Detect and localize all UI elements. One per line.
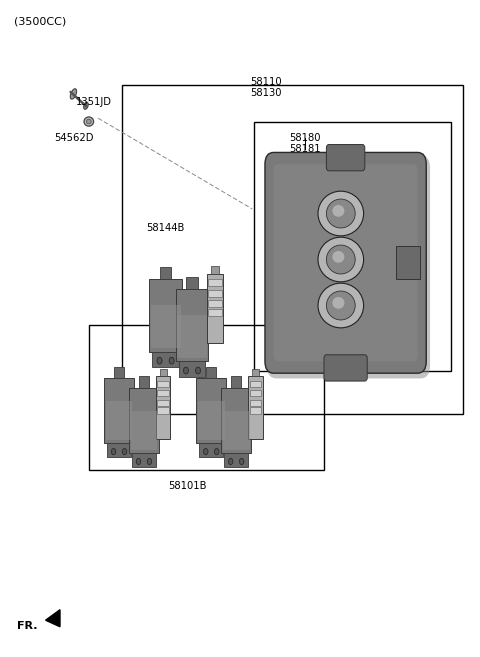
Ellipse shape (84, 117, 94, 126)
Circle shape (195, 367, 201, 374)
Bar (179, 361, 205, 376)
Ellipse shape (326, 291, 355, 320)
FancyBboxPatch shape (274, 164, 418, 361)
Bar (122, 85, 463, 414)
Circle shape (147, 459, 152, 464)
Bar (107, 443, 131, 457)
Circle shape (215, 449, 219, 455)
Ellipse shape (318, 283, 364, 328)
Bar (250, 381, 261, 387)
Ellipse shape (86, 120, 91, 124)
Text: FR.: FR. (17, 621, 37, 631)
Text: 1351JD: 1351JD (76, 97, 111, 107)
Bar (248, 376, 263, 439)
Bar (151, 305, 180, 348)
Circle shape (136, 459, 141, 464)
Bar (157, 399, 169, 406)
Bar (206, 367, 216, 378)
Circle shape (183, 367, 189, 374)
Ellipse shape (318, 191, 364, 236)
Bar (129, 388, 159, 453)
Bar (208, 309, 222, 316)
Bar (132, 453, 156, 467)
Text: 58314: 58314 (387, 174, 419, 184)
Ellipse shape (332, 251, 344, 263)
Circle shape (240, 459, 244, 464)
Bar (160, 267, 171, 279)
Bar (196, 378, 226, 443)
Bar (149, 279, 182, 351)
Polygon shape (46, 610, 60, 627)
Bar (114, 367, 124, 378)
Circle shape (204, 449, 208, 455)
Circle shape (380, 169, 385, 177)
Bar (106, 401, 132, 440)
Bar (186, 277, 198, 289)
Bar (157, 381, 169, 387)
Ellipse shape (332, 297, 344, 309)
Ellipse shape (70, 89, 77, 99)
Text: (3500CC): (3500CC) (14, 16, 67, 26)
Ellipse shape (84, 102, 88, 109)
Bar (139, 376, 149, 388)
Bar (157, 390, 169, 396)
Text: 58144B: 58144B (146, 223, 185, 233)
Circle shape (111, 449, 116, 455)
Ellipse shape (326, 245, 355, 274)
Bar (396, 246, 420, 279)
Bar (254, 122, 451, 371)
Bar (153, 351, 179, 367)
Bar (252, 369, 259, 376)
Bar (231, 376, 241, 388)
Circle shape (122, 449, 127, 455)
Bar (156, 376, 170, 439)
Bar (207, 275, 223, 343)
Text: 54562D: 54562D (55, 133, 94, 143)
Bar (89, 325, 324, 470)
FancyBboxPatch shape (324, 355, 367, 381)
Text: 58101B: 58101B (168, 481, 206, 491)
Circle shape (169, 357, 174, 364)
FancyBboxPatch shape (267, 155, 430, 378)
Bar (223, 411, 250, 450)
Ellipse shape (332, 205, 344, 217)
Circle shape (228, 459, 233, 464)
Bar (159, 369, 167, 376)
Bar (176, 289, 208, 361)
Bar (104, 378, 134, 443)
Bar (224, 453, 248, 467)
Bar (208, 300, 222, 307)
Bar (198, 401, 225, 440)
Text: 58110
58130: 58110 58130 (251, 77, 282, 99)
Bar (211, 266, 219, 275)
Bar (199, 443, 223, 457)
Bar (177, 315, 207, 358)
Bar (250, 390, 261, 396)
Circle shape (157, 357, 162, 364)
Bar (157, 407, 169, 414)
Ellipse shape (318, 237, 364, 282)
FancyBboxPatch shape (265, 152, 426, 373)
FancyBboxPatch shape (326, 145, 365, 171)
Bar (250, 399, 261, 406)
Bar (208, 290, 222, 297)
Bar (208, 279, 222, 286)
Ellipse shape (326, 199, 355, 228)
Bar (250, 407, 261, 414)
Bar (131, 411, 157, 450)
Text: 58180
58181: 58180 58181 (289, 133, 321, 154)
Bar (221, 388, 251, 453)
